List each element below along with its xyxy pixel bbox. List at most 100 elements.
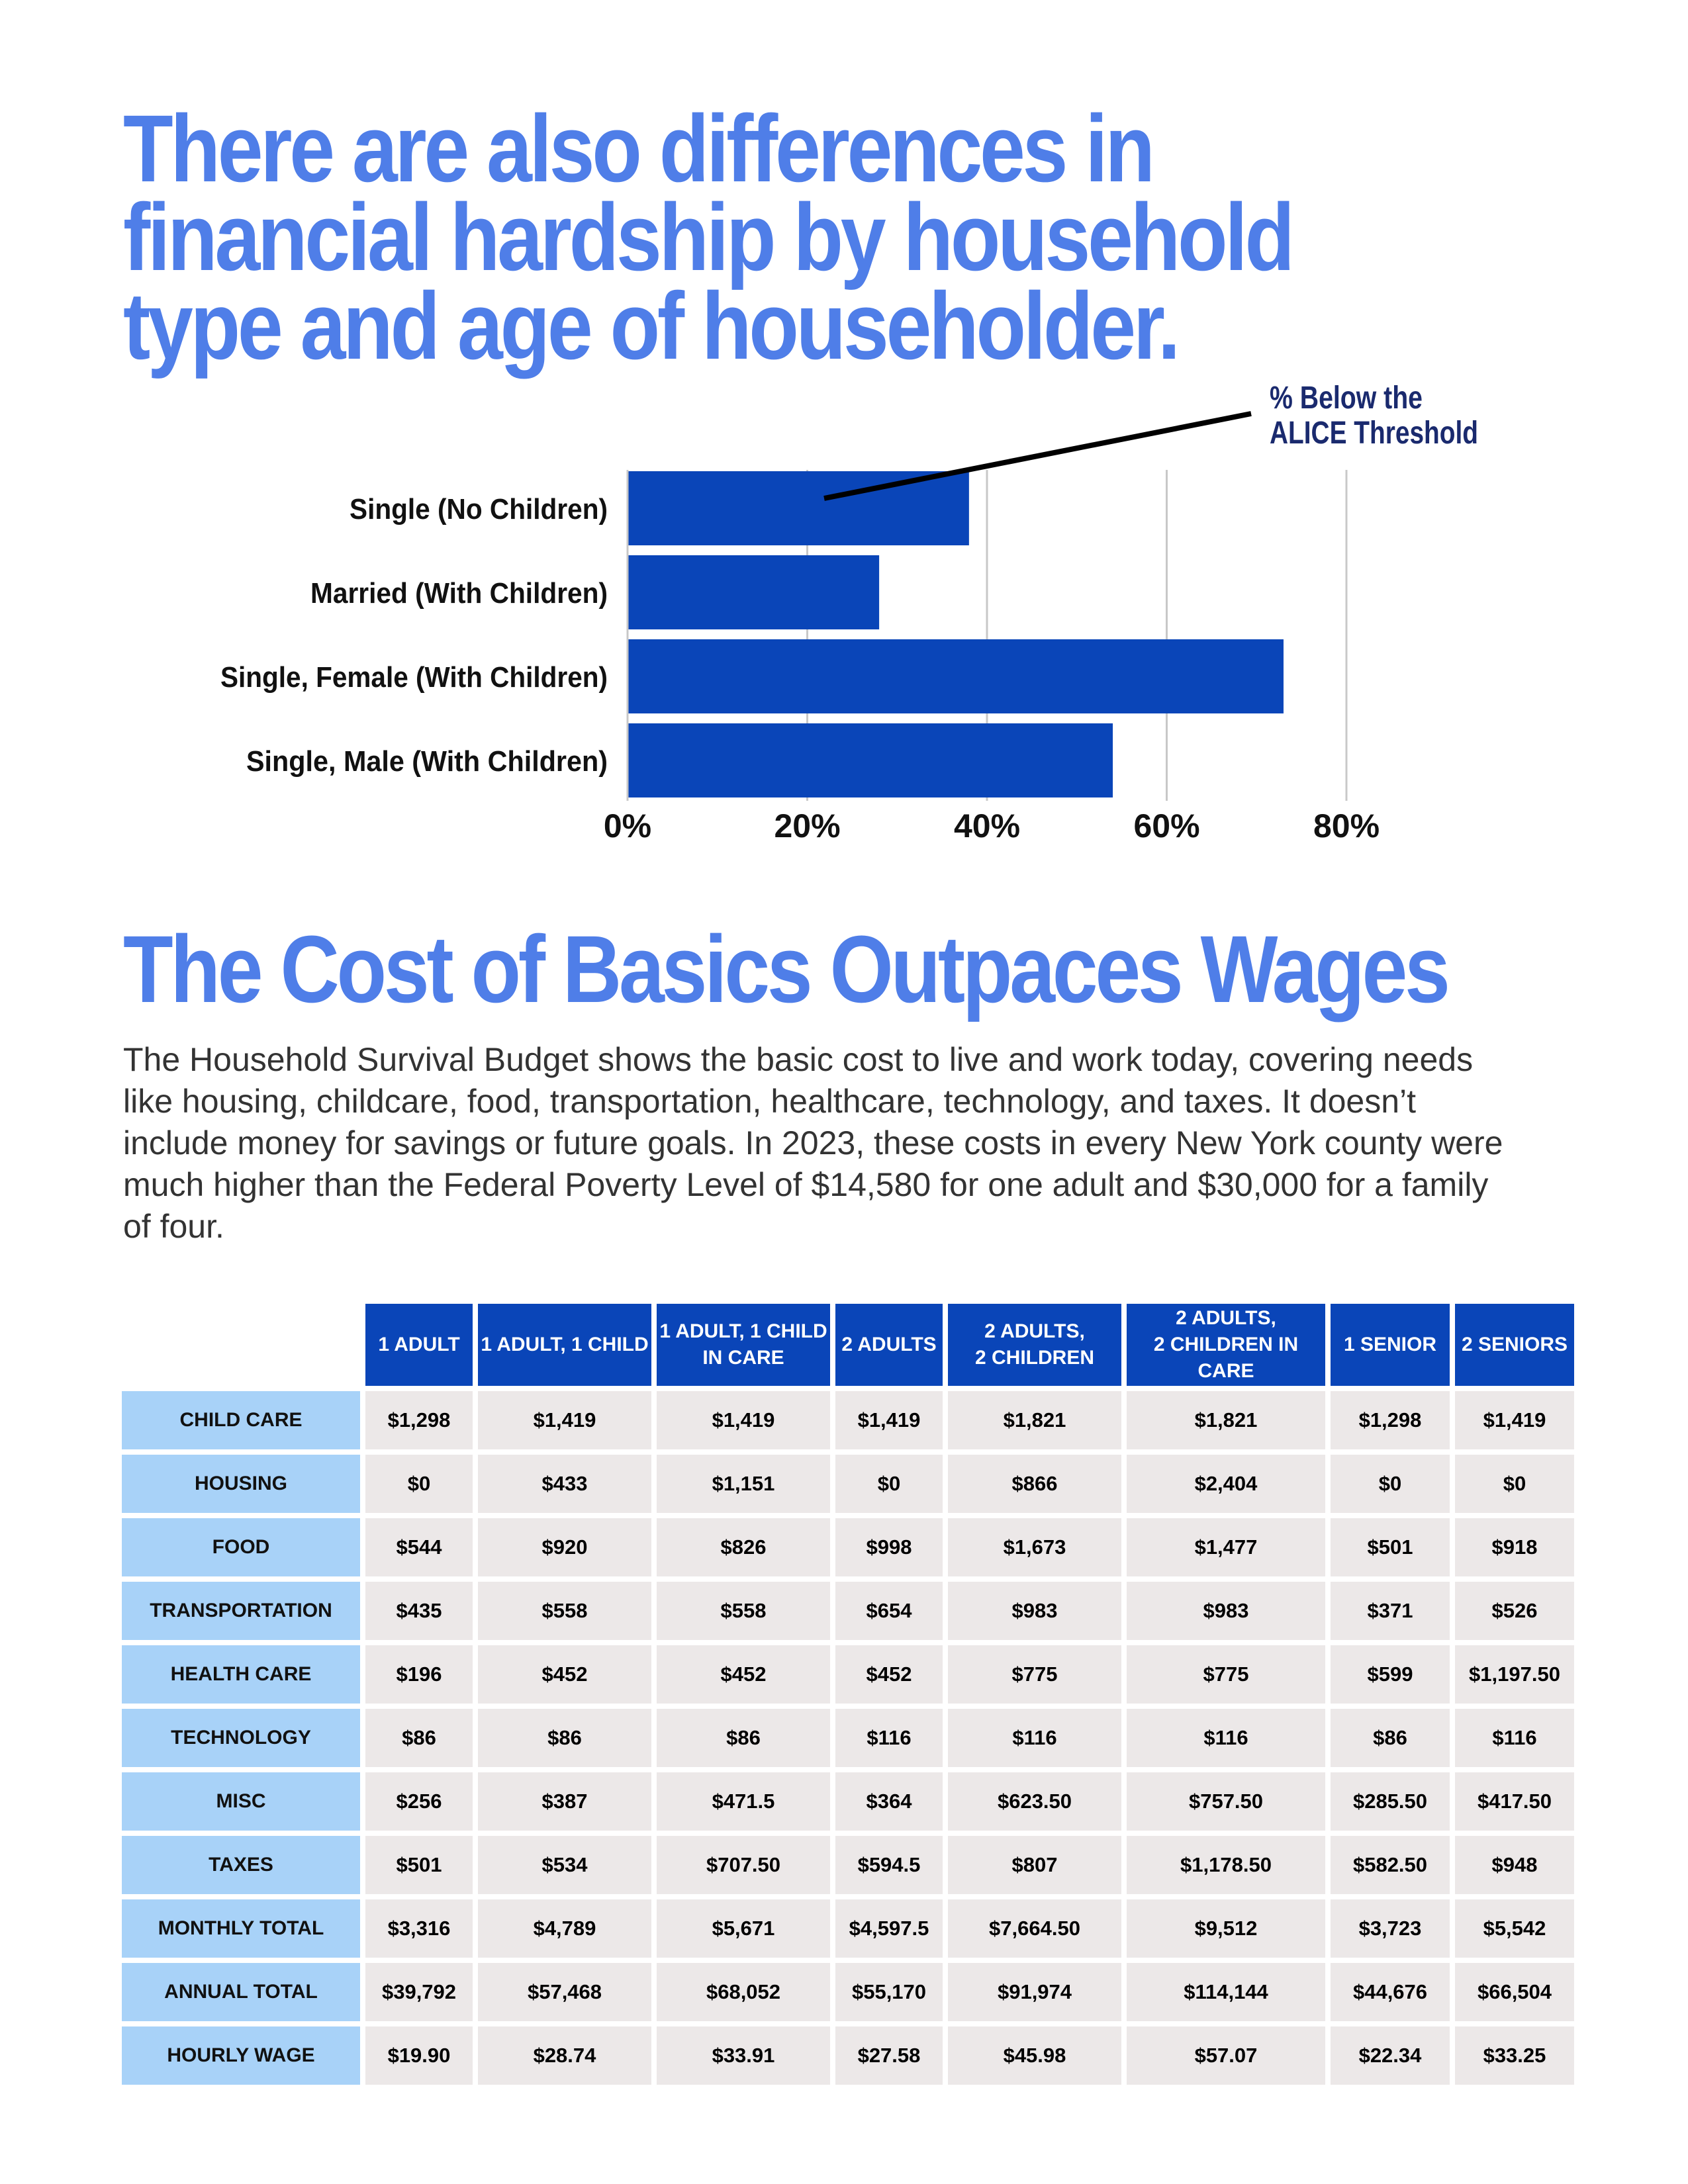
- table-corner-cell: [122, 1304, 360, 1386]
- table-cell: $1,151: [657, 1455, 830, 1513]
- table-cell: $866: [948, 1455, 1121, 1513]
- table-body: CHILD CARE $1,298 $1,419 $1,419 $1,419 $1,821…: [122, 1391, 1574, 2085]
- table-cell: $55,170: [835, 1963, 943, 2021]
- row-label: TECHNOLOGY: [122, 1709, 360, 1767]
- row-label: TRANSPORTATION: [122, 1582, 360, 1640]
- table-cell: $435: [365, 1582, 473, 1640]
- table-row: HOUSING $0 $433 $1,151 $0 $866 $2,404 $0 $0: [122, 1455, 1574, 1513]
- chart-category-label: Married (With Children): [310, 577, 608, 610]
- table-cell: $1,197.50: [1455, 1645, 1574, 1704]
- table-row: TECHNOLOGY $86 $86 $86 $116 $116 $116 $86 $116: [122, 1709, 1574, 1767]
- table-cell: $39,792: [365, 1963, 473, 2021]
- table-cell: $116: [948, 1709, 1121, 1767]
- table-cell: $285.50: [1331, 1772, 1450, 1831]
- table-cell: $0: [1331, 1455, 1450, 1513]
- chart-bar: [628, 639, 1284, 713]
- table-cell: $998: [835, 1518, 943, 1576]
- table-cell: $599: [1331, 1645, 1450, 1704]
- chart-bar: [628, 723, 1113, 797]
- table-cell: $19.90: [365, 2026, 473, 2085]
- table-cell: $1,298: [1331, 1391, 1450, 1449]
- column-header-line: IN CARE: [702, 1347, 784, 1369]
- column-header: 1 SENIOR: [1331, 1304, 1450, 1386]
- table-cell: $594.5: [835, 1836, 943, 1894]
- table-cell: $22.34: [1331, 2026, 1450, 2085]
- table-cell: $2,404: [1127, 1455, 1325, 1513]
- table-cell: $68,052: [657, 1963, 830, 2021]
- chart-tick-label: 40%: [954, 807, 1020, 844]
- table-cell: $1,419: [1455, 1391, 1574, 1449]
- table-row: TAXES $501 $534 $707.50 $594.5 $807 $1,178.50 $…: [122, 1836, 1574, 1894]
- table-row: CHILD CARE $1,298 $1,419 $1,419 $1,419 $1,821…: [122, 1391, 1574, 1449]
- table-cell: $417.50: [1455, 1772, 1574, 1831]
- table-cell: $57,468: [478, 1963, 651, 2021]
- table-cell: $501: [365, 1836, 473, 1894]
- table-cell: $0: [365, 1455, 473, 1513]
- table-cell: $86: [657, 1709, 830, 1767]
- table-cell: $452: [835, 1645, 943, 1704]
- column-header: 2 ADULTS, 2 CHILDREN IN CARE: [1127, 1304, 1325, 1386]
- table-cell: $433: [478, 1455, 651, 1513]
- table-cell: $0: [835, 1455, 943, 1513]
- table-cell: $544: [365, 1518, 473, 1576]
- chart-tick-label: 20%: [774, 807, 840, 844]
- table-cell: $33.25: [1455, 2026, 1574, 2085]
- section-title: The Cost of Basics Outpaces Wages: [123, 916, 1450, 1023]
- table-cell: $757.50: [1127, 1772, 1325, 1831]
- table-cell: $387: [478, 1772, 651, 1831]
- column-header: 2 ADULTS, 2 CHILDREN: [948, 1304, 1121, 1386]
- table-row: TRANSPORTATION $435 $558 $558 $654 $983 $983 $3…: [122, 1582, 1574, 1640]
- table-cell: $775: [1127, 1645, 1325, 1704]
- table-cell: $33.91: [657, 2026, 830, 2085]
- table-cell: $775: [948, 1645, 1121, 1704]
- table-cell: $1,477: [1127, 1518, 1325, 1576]
- table-cell: $86: [365, 1709, 473, 1767]
- column-header-line: 2 ADULTS,: [984, 1320, 1085, 1342]
- intro-paragraph: The Household Survival Budget shows the …: [123, 1041, 1503, 1245]
- chart-tick-label: 0%: [604, 807, 651, 844]
- table-cell: $920: [478, 1518, 651, 1576]
- table-cell: $196: [365, 1645, 473, 1704]
- column-header-line: 2 ADULTS: [841, 1334, 937, 1355]
- table-cell: $948: [1455, 1836, 1574, 1894]
- column-header: 2 ADULTS: [835, 1304, 943, 1386]
- table-cell: $983: [948, 1582, 1121, 1640]
- table-cell: $256: [365, 1772, 473, 1831]
- table-cell: $66,504: [1455, 1963, 1574, 2021]
- table-cell: $44,676: [1331, 1963, 1450, 2021]
- table-cell: $116: [835, 1709, 943, 1767]
- page-headline: There are also differences in financial …: [123, 95, 1295, 379]
- table-cell: $918: [1455, 1518, 1574, 1576]
- table-cell: $3,723: [1331, 1899, 1450, 1958]
- table-cell: $116: [1455, 1709, 1574, 1767]
- table-cell: $3,316: [365, 1899, 473, 1958]
- table-row: ANNUAL TOTAL $39,792 $57,468 $68,052 $55,170…: [122, 1963, 1574, 2021]
- column-header-line: 2 CHILDREN: [974, 1347, 1094, 1369]
- column-header-line: 1 SENIOR: [1343, 1334, 1437, 1355]
- column-header-line: 1 ADULT, 1 CHILD: [481, 1334, 649, 1355]
- table-cell: $1,298: [365, 1391, 473, 1449]
- chart-bar: [628, 555, 880, 629]
- table-cell: $558: [478, 1582, 651, 1640]
- chart-annotation-text: ALICE Threshold: [1270, 416, 1478, 451]
- row-label: MISC: [122, 1772, 360, 1831]
- table-cell: $1,673: [948, 1518, 1121, 1576]
- table-cell: $116: [1127, 1709, 1325, 1767]
- row-label: HOURLY WAGE: [122, 2026, 360, 2085]
- table-cell: $4,789: [478, 1899, 651, 1958]
- table-cell: $0: [1455, 1455, 1574, 1513]
- table-cell: $1,419: [657, 1391, 830, 1449]
- table-header-row: 1 ADULT 1 ADULT, 1 CHILD 1 ADULT, 1 CHILD I…: [122, 1304, 1574, 1386]
- table-cell: $7,664.50: [948, 1899, 1121, 1958]
- table-cell: $983: [1127, 1582, 1325, 1640]
- column-header: 2 SENIORS: [1455, 1304, 1574, 1386]
- table-cell: $582.50: [1331, 1836, 1450, 1894]
- table-row: FOOD $544 $920 $826 $998 $1,673 $1,477 $501 $918: [122, 1518, 1574, 1576]
- table-cell: $807: [948, 1836, 1121, 1894]
- table-cell: $27.58: [835, 2026, 943, 2085]
- table-cell: $501: [1331, 1518, 1450, 1576]
- chart-tick-label: 60%: [1133, 807, 1199, 844]
- table-cell: $86: [478, 1709, 651, 1767]
- table-cell: $452: [478, 1645, 651, 1704]
- chart-category-label: Single, Male (With Children): [246, 745, 608, 778]
